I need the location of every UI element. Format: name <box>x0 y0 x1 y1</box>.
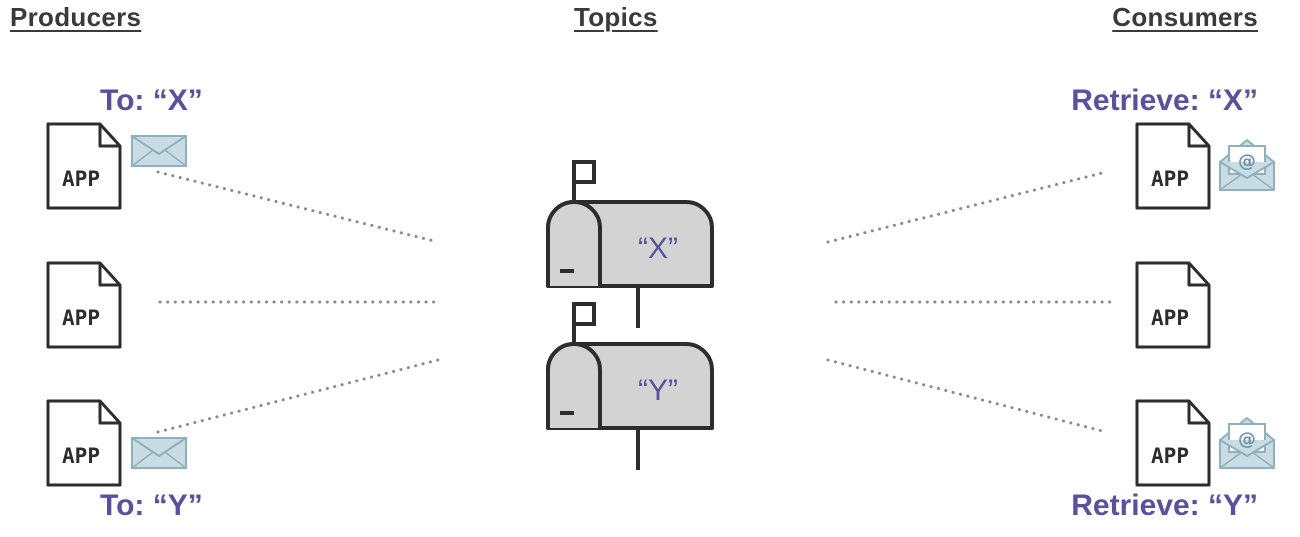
document-icon <box>46 261 122 349</box>
open-envelope-at-icon <box>1219 139 1275 191</box>
producers-heading: Producers <box>10 2 142 32</box>
app-label: APP <box>1151 167 1189 191</box>
producer-to-y-label: To: “Y” <box>100 489 203 522</box>
consumer-app-2: APP <box>1135 261 1211 349</box>
topics-heading: Topics <box>574 2 658 32</box>
connector-consumer-3 <box>826 358 1108 434</box>
app-label: APP <box>1151 306 1189 330</box>
app-label: APP <box>62 444 100 468</box>
connector-consumer-1 <box>826 170 1108 244</box>
document-icon <box>46 399 122 487</box>
app-label: APP <box>1151 444 1189 468</box>
document-icon <box>1135 261 1211 349</box>
connector-producer-1 <box>156 170 440 244</box>
open-envelope-at-icon <box>1219 417 1275 469</box>
consumer-app-3: APP <box>1135 399 1211 487</box>
document-icon <box>1135 122 1211 210</box>
connector-producer-3 <box>156 358 440 434</box>
producer-app-3: APP <box>46 399 122 487</box>
consumer-retrieve-x-label: Retrieve: “X” <box>1071 84 1258 117</box>
app-label: APP <box>62 306 100 330</box>
mailbox-y-label: “Y” <box>638 374 678 407</box>
app-label: APP <box>62 167 100 191</box>
consumer-retrieve-y-label: Retrieve: “Y” <box>1071 489 1258 522</box>
envelope-icon <box>131 437 187 469</box>
producer-app-2: APP <box>46 261 122 349</box>
document-icon <box>46 122 122 210</box>
document-icon <box>1135 399 1211 487</box>
envelope-icon <box>131 135 187 167</box>
connector-lines <box>156 170 1114 434</box>
mailbox-y: “Y” <box>546 302 714 472</box>
consumers-heading: Consumers <box>1112 2 1258 32</box>
producer-to-x-label: To: “X” <box>100 84 203 117</box>
consumer-app-1: APP <box>1135 122 1211 210</box>
mailbox-x: “X” <box>546 160 714 330</box>
mailbox-x-label: “X” <box>638 232 678 265</box>
mailbox-icon <box>546 302 714 472</box>
producer-app-1: APP <box>46 122 122 210</box>
